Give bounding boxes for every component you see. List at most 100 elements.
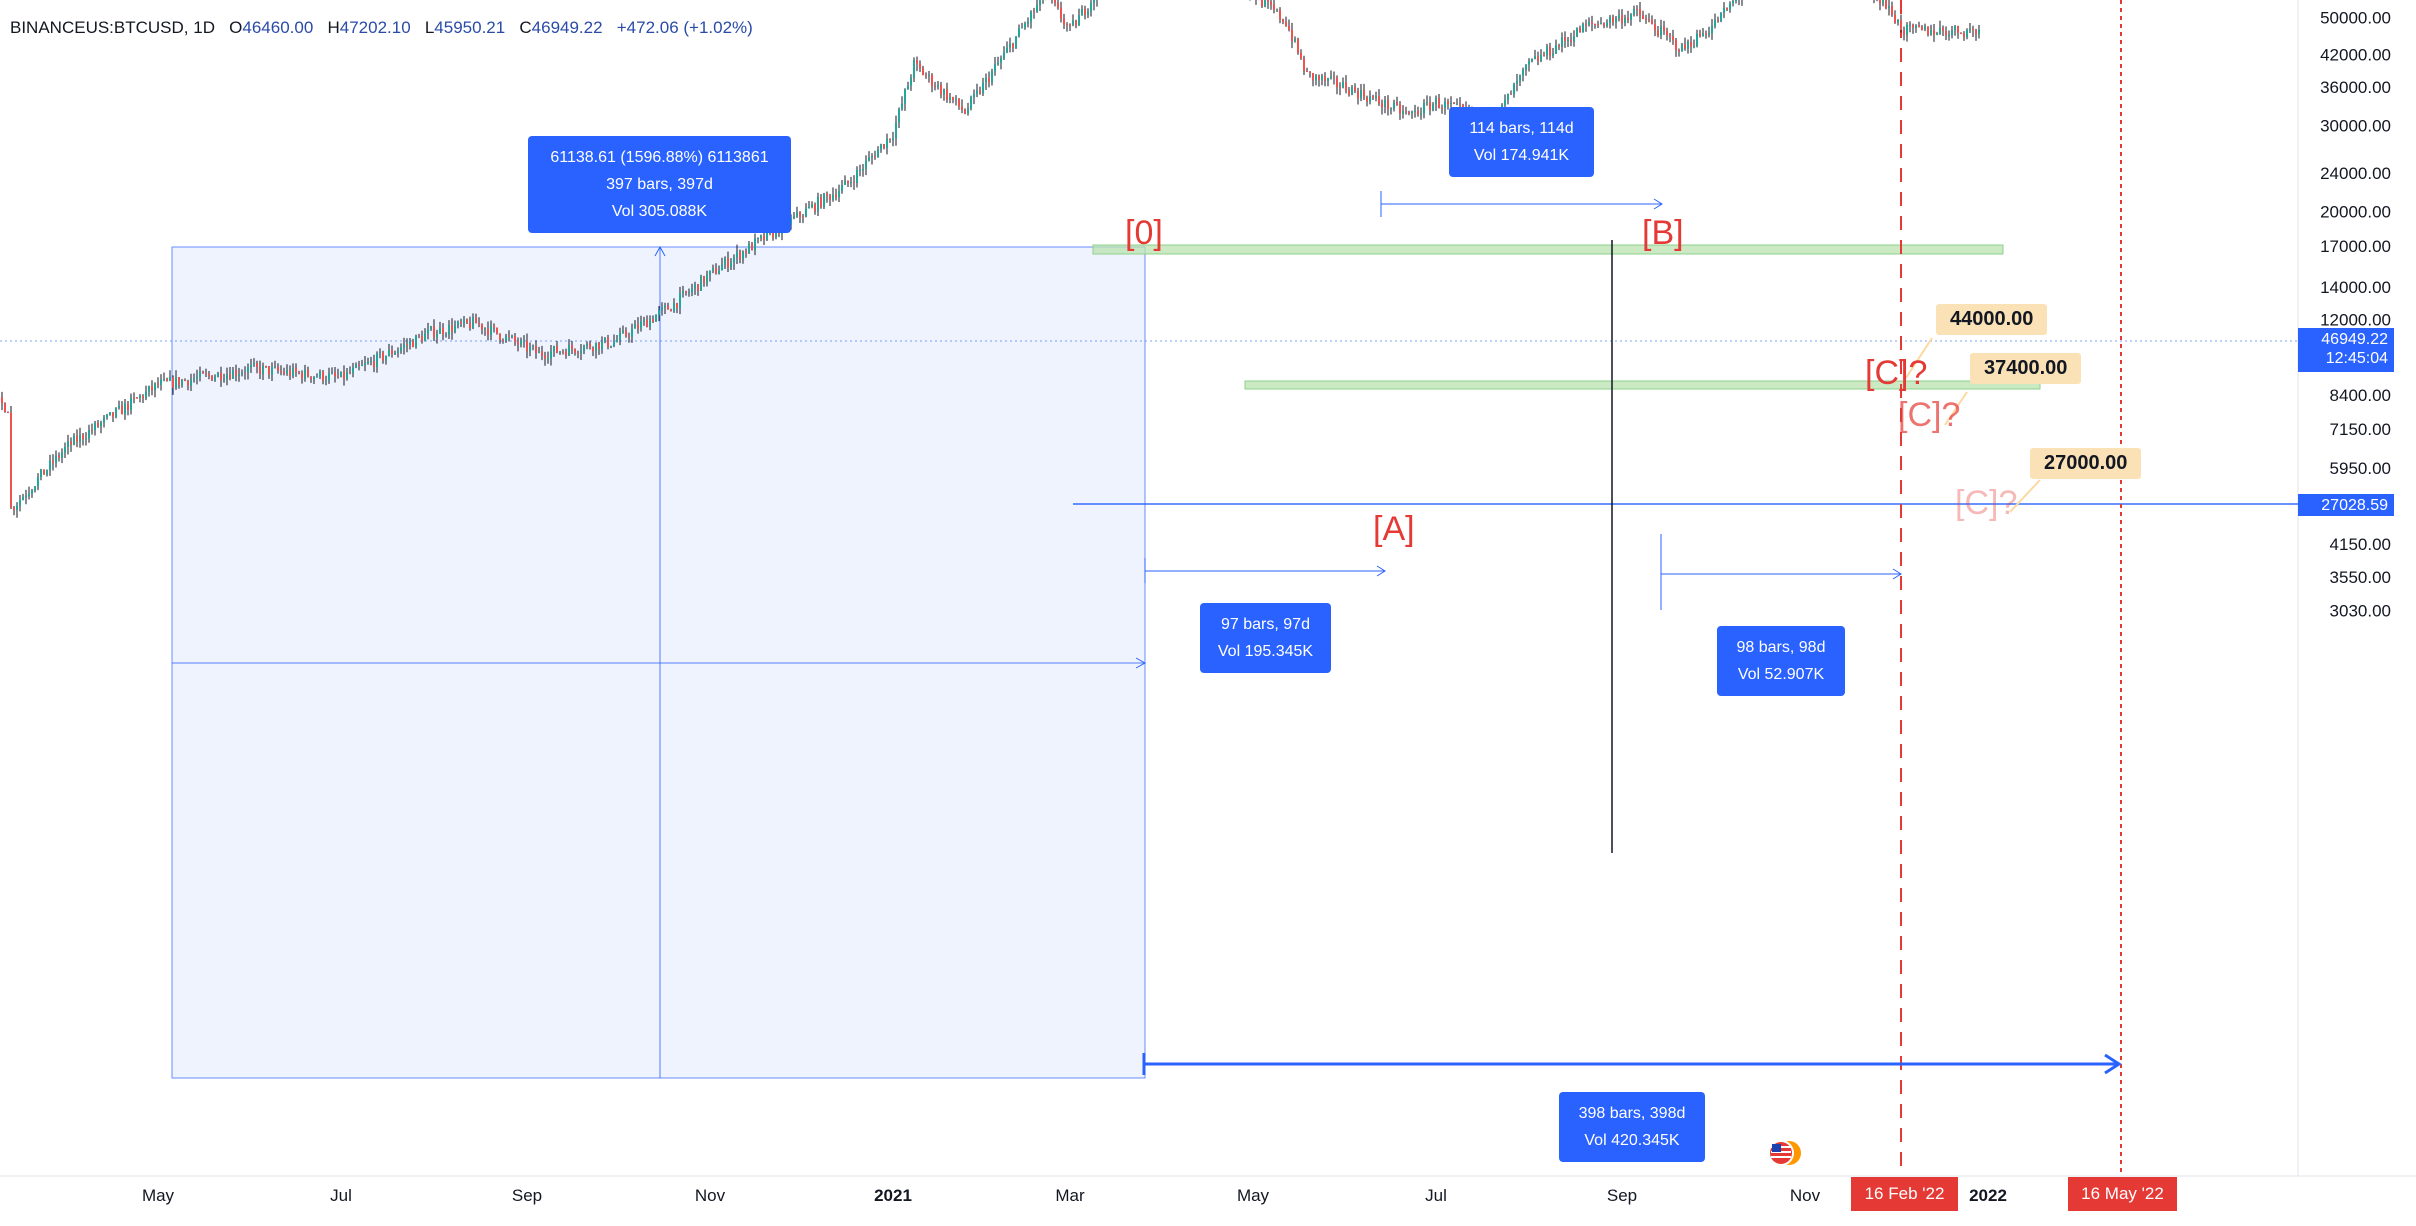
candle-up [724, 258, 726, 265]
candle-down [565, 351, 567, 356]
candle-down [70, 441, 72, 445]
candle-down [745, 251, 747, 254]
candle-up [1936, 33, 1938, 36]
candle-down [10, 412, 12, 508]
candle-down [598, 342, 600, 350]
candle-down [151, 385, 153, 391]
candle-down [166, 378, 168, 381]
candle-down [1348, 90, 1350, 95]
candle-down [574, 349, 576, 353]
candle-up [199, 371, 201, 377]
measure-box-114d[interactable]: 114 bars, 114d Vol 174.941K [1449, 107, 1594, 177]
candle-up [511, 335, 513, 337]
range-arrow-398d[interactable] [1142, 1053, 2122, 1075]
candle-down [487, 328, 489, 335]
price-series[interactable] [0, 0, 1980, 518]
candle-down [1054, 0, 1056, 3]
candle-down [1084, 8, 1086, 16]
candle-down [562, 351, 564, 353]
candle-down [958, 98, 960, 107]
target-connector-2 [1944, 391, 1968, 426]
events-flag-icon[interactable] [1767, 1138, 1801, 1168]
candle-down [1396, 102, 1398, 105]
measure-box-line: 97 bars, 97d [1221, 616, 1310, 633]
candle-up [904, 89, 906, 104]
candle-down [763, 235, 765, 241]
measure-vertical-arrowhead [654, 245, 666, 257]
candle-up [25, 495, 27, 497]
target-27000[interactable]: 27000.00 [2030, 448, 2142, 479]
candle-down [1669, 35, 1671, 37]
candle-up [985, 77, 987, 83]
candle-down [58, 455, 60, 458]
candle-up [304, 369, 306, 379]
candle-down [205, 373, 207, 375]
candle-up [1360, 89, 1362, 99]
range-arrow-97d[interactable] [1144, 558, 1386, 583]
candle-up [190, 379, 192, 386]
candle-up [613, 341, 615, 346]
candle-up [1369, 96, 1371, 102]
symbol-legend[interactable]: BINANCEUS:BTCUSD, 1D O46460.00 H47202.10… [10, 18, 753, 38]
may-date-badge[interactable]: 16 May '22 [2068, 1177, 2177, 1211]
candle-up [361, 364, 363, 366]
candle-down [922, 68, 924, 76]
wave-label-a[interactable]: [A] [1373, 510, 1415, 548]
candle-down [499, 333, 501, 340]
candle-down [1942, 27, 1944, 31]
price-axis[interactable]: 50000.00 42000.00 36000.00 30000.00 24000.00… [2320, 9, 2391, 621]
wave-label-0[interactable]: [0] [1125, 214, 1163, 252]
target-37400[interactable]: 37400.00 [1970, 353, 2082, 384]
candle-down [1666, 30, 1668, 36]
candle-up [1687, 41, 1689, 49]
wave-label-c1[interactable]: [C]? [1865, 354, 1928, 392]
candle-up [457, 321, 459, 326]
price-tick-label: 4150.00 [2330, 535, 2391, 554]
candle-down [1675, 39, 1677, 51]
candle-up [688, 292, 690, 294]
price-tick-label: 42000.00 [2320, 45, 2391, 64]
candle-up [838, 191, 840, 198]
symbol-name[interactable]: BINANCEUS:BTCUSD, 1D [10, 18, 215, 37]
wave-label-c3[interactable]: [C]? [1955, 484, 2018, 522]
measure-box-97d[interactable]: 97 bars, 97d Vol 195.345K [1200, 603, 1331, 673]
candle-up [274, 366, 276, 368]
wave-label-c2[interactable]: [C]? [1898, 396, 1961, 434]
candle-down [382, 352, 384, 361]
candle-down [1408, 112, 1410, 114]
support-zone[interactable] [1244, 380, 2041, 390]
candle-down [934, 86, 936, 88]
measure-box-98d[interactable]: 98 bars, 98d Vol 52.907K [1717, 626, 1845, 696]
candle-up [1015, 36, 1017, 48]
candle-up [832, 194, 834, 200]
candle-up [817, 197, 819, 212]
candle-up [1519, 75, 1521, 82]
candle-up [472, 317, 474, 329]
candle-down [178, 377, 180, 386]
candle-up [1897, 19, 1899, 23]
candle-up [328, 373, 330, 381]
feb-date-badge[interactable]: 16 Feb '22 [1851, 1177, 1958, 1211]
candle-down [1345, 82, 1347, 91]
candle-up [445, 334, 447, 336]
candle-up [67, 441, 69, 448]
time-axis[interactable]: MarMayJulSepNov2021MarMayJulSepNov2022Ju… [0, 1186, 2416, 1205]
candle-up [505, 335, 507, 342]
candle-down [220, 372, 222, 381]
measure-box-397d[interactable]: 61138.61 (1596.88%) 6113861 397 bars, 39… [528, 136, 791, 233]
candle-up [736, 251, 738, 258]
candle-down [349, 372, 351, 374]
candle-down [751, 243, 753, 251]
candle-down [1597, 24, 1599, 26]
resistance-zone[interactable] [1092, 244, 2004, 255]
candle-up [805, 208, 807, 217]
range-arrow-98d[interactable] [1660, 534, 1902, 610]
wave-label-b[interactable]: [B] [1642, 214, 1684, 252]
candle-up [319, 371, 321, 377]
candle-up [1351, 87, 1353, 95]
range-arrow-114d[interactable] [1380, 191, 1663, 217]
measure-box-398d[interactable]: 398 bars, 398d Vol 420.345K [1559, 1092, 1705, 1162]
candle-up [997, 62, 999, 65]
target-44000[interactable]: 44000.00 [1936, 304, 2048, 335]
